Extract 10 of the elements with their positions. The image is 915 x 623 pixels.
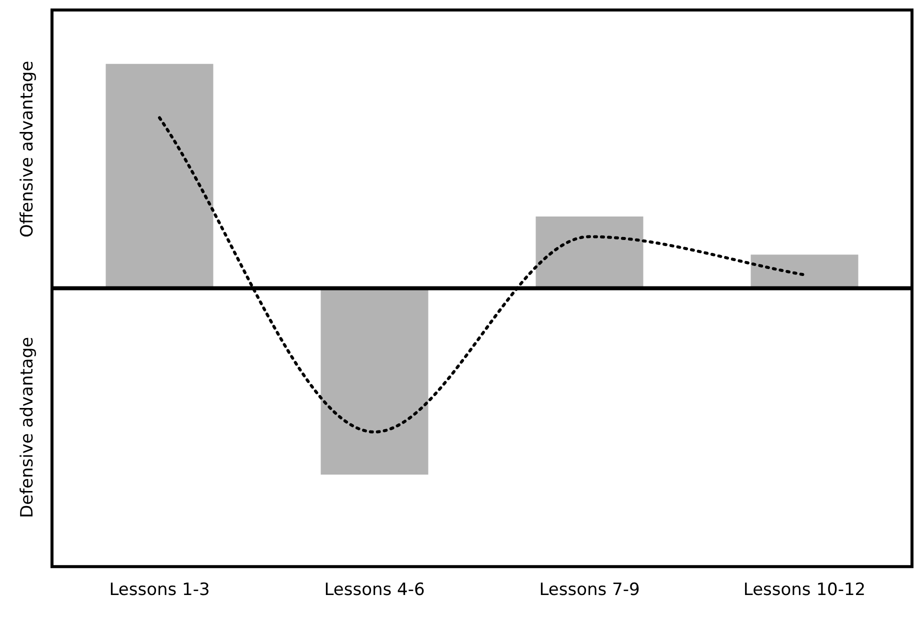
bar (320, 288, 428, 475)
x-tick-label: Lessons 10-12 (743, 580, 866, 600)
x-tick-label: Lessons 4-6 (324, 580, 425, 600)
text: Offensive advantage (17, 60, 38, 238)
text: Defensive advantage (17, 336, 38, 518)
bar (750, 254, 858, 288)
x-tick-label: Lessons 1-3 (109, 580, 210, 600)
bar (536, 216, 644, 288)
bar (106, 64, 214, 288)
x-tick-label: Lessons 7-9 (539, 580, 640, 600)
